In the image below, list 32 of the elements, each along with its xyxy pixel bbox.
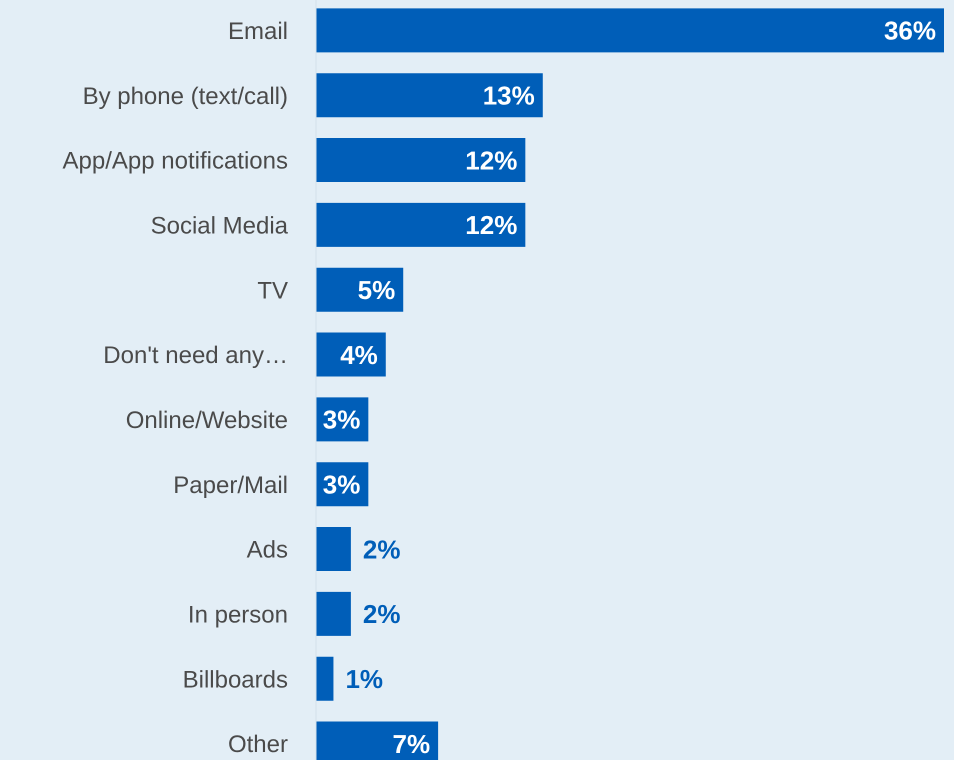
data-label: 7% bbox=[392, 728, 430, 759]
bar bbox=[316, 73, 543, 118]
y-tick-label: Online/Website bbox=[126, 406, 288, 434]
y-tick-label: Ads bbox=[246, 536, 288, 564]
data-label: 1% bbox=[345, 664, 384, 694]
y-tick-label: Paper/Mail bbox=[173, 472, 288, 499]
bar bbox=[316, 592, 351, 636]
data-label: 3% bbox=[322, 470, 360, 500]
bar bbox=[316, 202, 526, 247]
bar bbox=[316, 8, 944, 52]
bar bbox=[316, 138, 526, 182]
data-label: 12% bbox=[465, 145, 518, 176]
y-tick-label: By phone (text/call) bbox=[82, 82, 288, 110]
data-label: 5% bbox=[358, 275, 396, 306]
data-label: 4% bbox=[340, 340, 378, 370]
bar bbox=[316, 268, 404, 312]
data-label: 13% bbox=[482, 80, 535, 111]
data-label: 2% bbox=[362, 534, 400, 564]
data-label: 12% bbox=[465, 210, 518, 240]
bar bbox=[316, 656, 334, 701]
y-tick-label: Email bbox=[228, 18, 288, 45]
y-tick-label: Don't need any… bbox=[103, 342, 288, 370]
y-tick-label: Social Media bbox=[150, 212, 289, 240]
y-tick-label: Billboards bbox=[182, 666, 288, 694]
data-label: 3% bbox=[322, 404, 360, 435]
data-label: 2% bbox=[362, 599, 400, 630]
y-tick-label: Other bbox=[228, 731, 288, 758]
data-label: 36% bbox=[884, 16, 936, 46]
y-tick-label: In person bbox=[188, 601, 288, 628]
y-tick-label: App/App notifications bbox=[62, 148, 288, 175]
bar bbox=[316, 527, 351, 572]
y-tick-label: TV bbox=[257, 277, 288, 304]
